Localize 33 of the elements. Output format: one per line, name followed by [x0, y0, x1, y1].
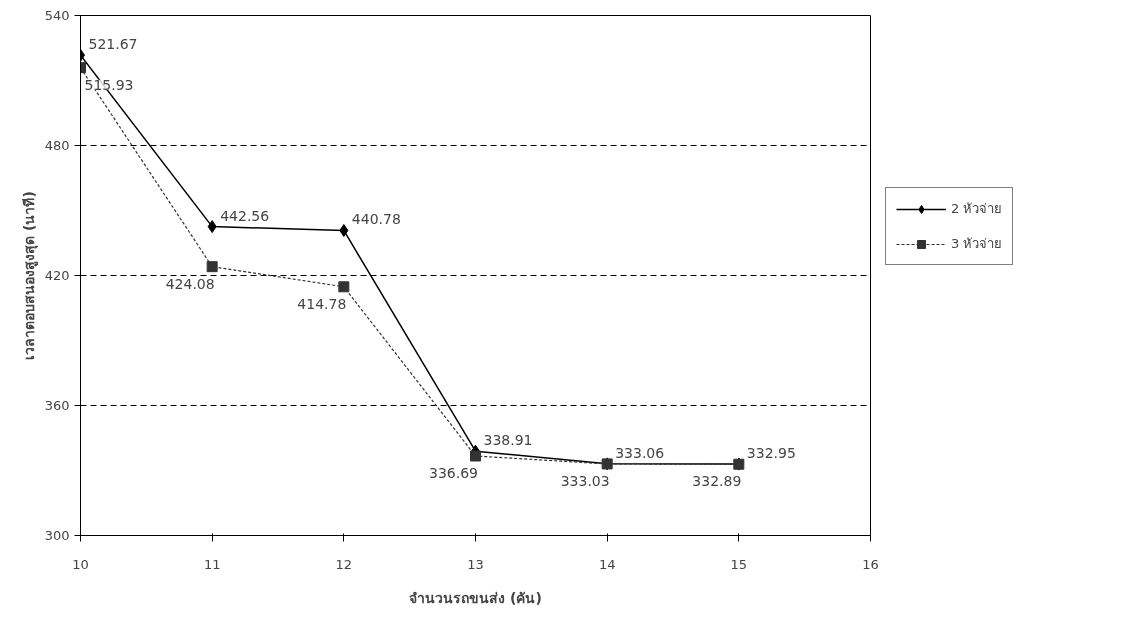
y-axis-title: เวลาตอบสนองสูงสุด (นาที) — [20, 191, 38, 360]
y-tick-label: 300 — [44, 528, 70, 543]
data-label: 521.67 — [88, 36, 138, 53]
x-tick-label: 13 — [467, 556, 484, 572]
x-tick-label: 10 — [72, 556, 89, 572]
data-label: 332.95 — [746, 445, 796, 462]
x-tick-label: 11 — [203, 556, 221, 572]
legend-label: 3 หัวจ่าย — [951, 235, 1003, 253]
data-label: 440.78 — [351, 211, 401, 228]
data-label: 333.06 — [615, 444, 665, 461]
data-label: 515.93 — [84, 76, 134, 93]
data-label: 338.91 — [483, 432, 533, 449]
x-tick-label: 16 — [862, 556, 879, 572]
y-tick-label: 360 — [44, 398, 70, 413]
data-label: 336.69 — [429, 465, 479, 482]
data-label: 333.03 — [560, 472, 610, 489]
x-axis-title: จำนวนรถขนส่ง (คัน) — [409, 589, 542, 606]
x-tick-label: 15 — [730, 556, 748, 572]
x-tick-label: 12 — [335, 556, 353, 572]
data-label: 442.56 — [220, 207, 270, 224]
data-label: 414.78 — [297, 295, 347, 312]
point — [339, 223, 349, 237]
point — [206, 261, 218, 273]
legend-label: 2 หัวจ่าย — [951, 200, 1003, 218]
point — [338, 281, 350, 293]
point — [207, 220, 217, 234]
x-tick-label: 14 — [598, 556, 616, 572]
data-label: 424.08 — [165, 275, 215, 292]
y-tick-label: 540 — [44, 8, 70, 23]
y-tick-label: 480 — [44, 138, 70, 153]
y-tick-label: 420 — [44, 268, 70, 283]
point — [470, 450, 481, 462]
data-label: 332.89 — [692, 473, 742, 490]
